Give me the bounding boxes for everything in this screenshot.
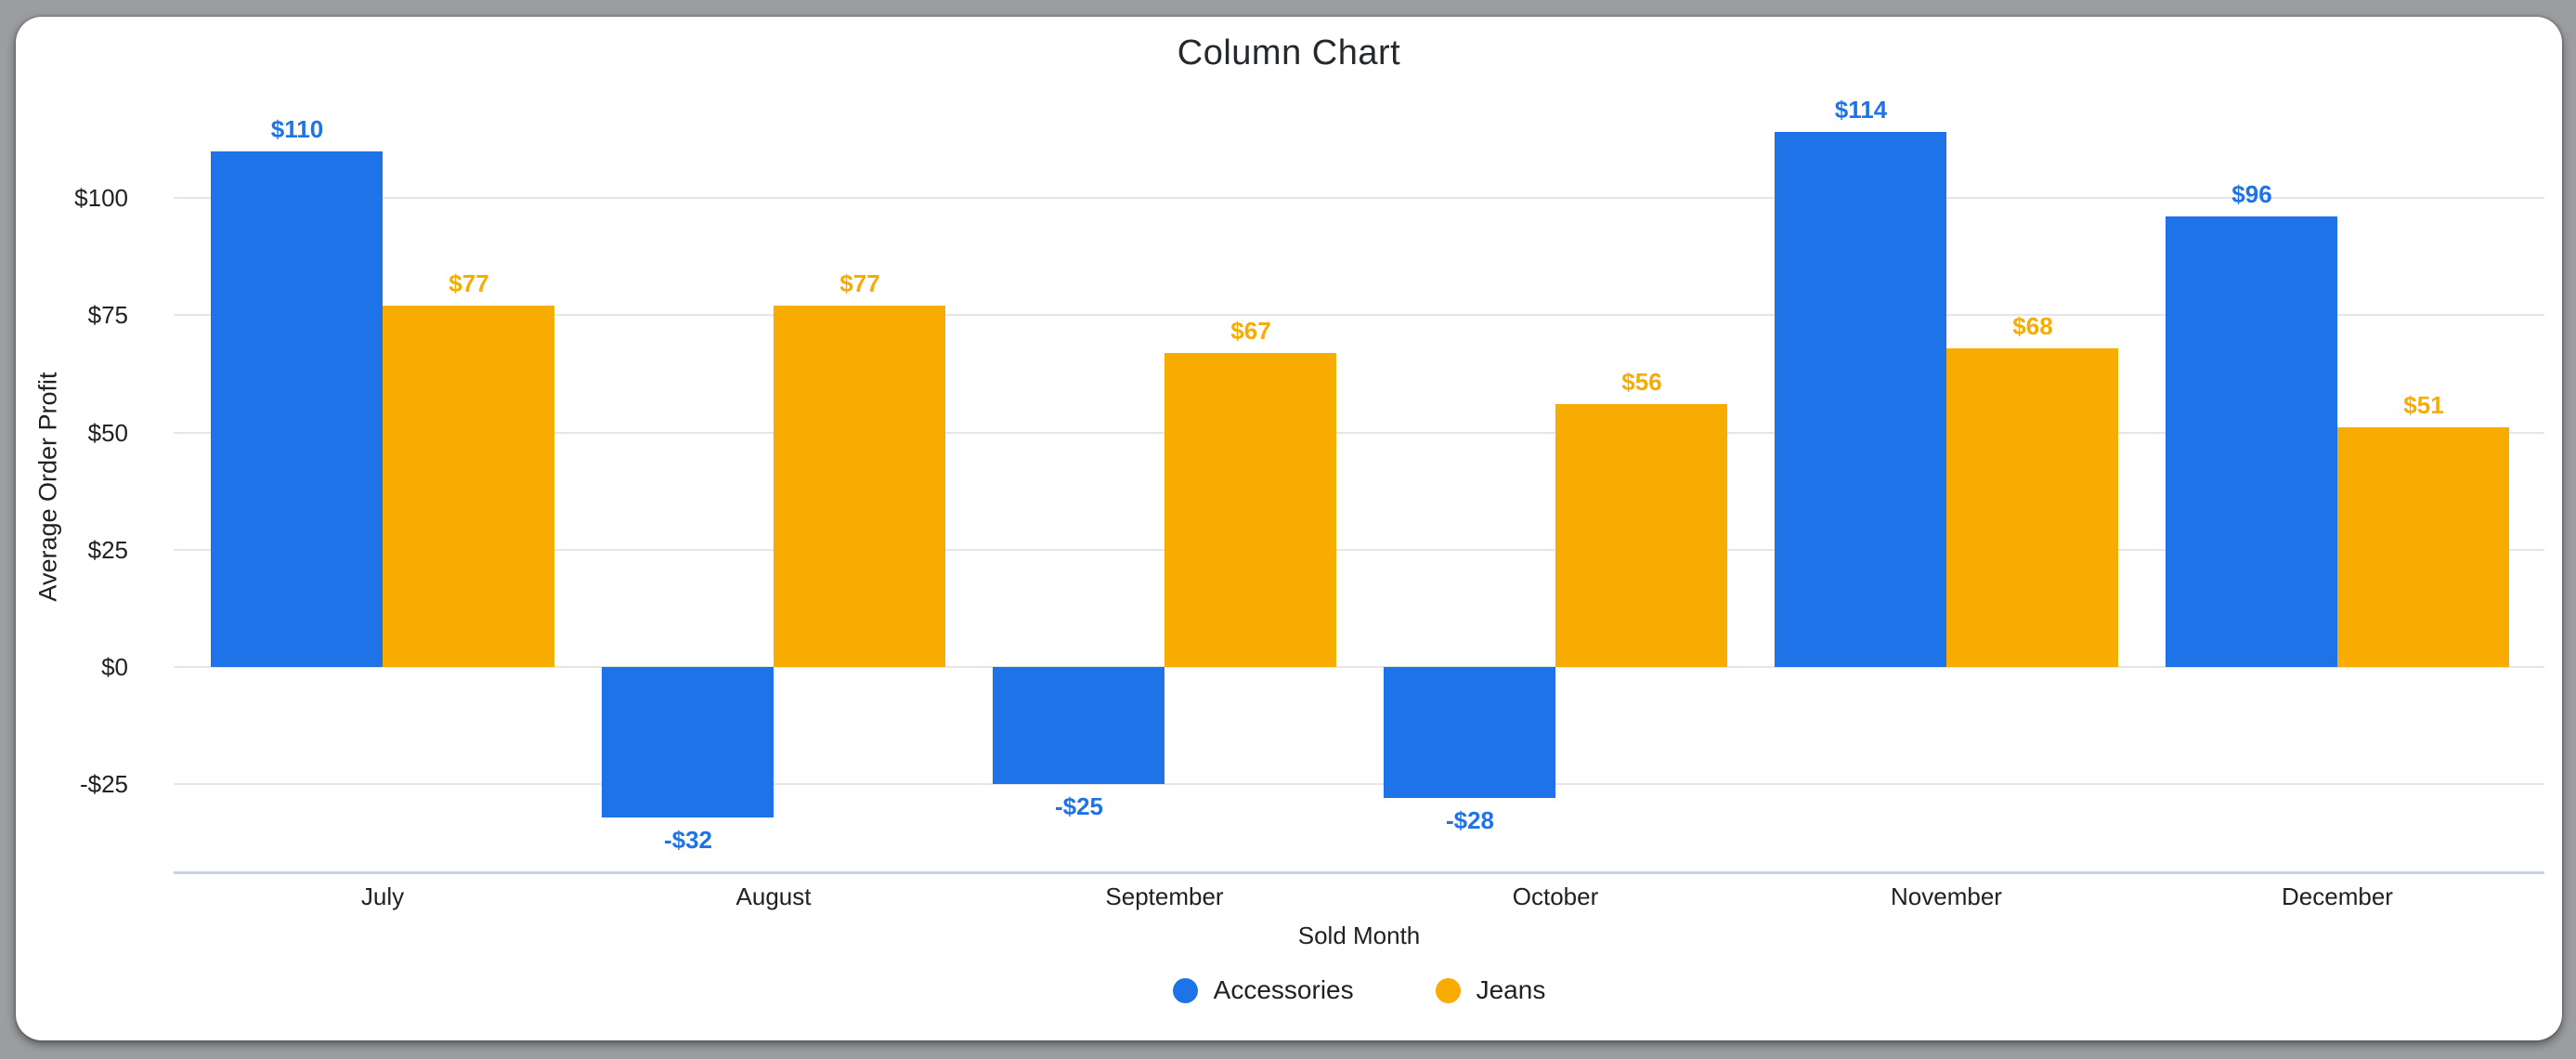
bar-value-label: -$32: [663, 825, 713, 854]
bar-jeans-november[interactable]: [1946, 347, 2118, 667]
x-category-label: October: [1512, 882, 1599, 910]
legend-item-jeans[interactable]: Jeans: [1435, 975, 1546, 1005]
x-axis-title: Sold Month: [1297, 922, 1421, 949]
bar-jeans-october[interactable]: [1555, 404, 1727, 667]
y-axis-title: Average Order Profit: [33, 372, 62, 602]
bar-value-label: $77: [839, 269, 880, 298]
bar-jeans-august[interactable]: [774, 306, 945, 667]
bar-accessories-august[interactable]: [602, 667, 774, 817]
x-category-label: September: [1105, 882, 1224, 910]
bar-value-label: $77: [449, 269, 489, 298]
bar-jeans-december[interactable]: [2337, 427, 2509, 667]
bar-jeans-september[interactable]: [1164, 352, 1336, 667]
legend-swatch-icon: [1172, 977, 1198, 1003]
legend-swatch-icon: [1435, 977, 1461, 1003]
bar-value-label: $51: [2403, 391, 2444, 420]
bar-value-label: -$25: [1054, 792, 1104, 821]
y-tick-label: -$25: [79, 770, 128, 799]
x-category-label: August: [735, 882, 812, 910]
gridline: [174, 197, 2544, 199]
bar-value-label: $114: [1834, 96, 1888, 124]
plot-area: $110 -$32 -$25 -$28 $114 $96 $77 $77 $67 $56 $68 $5…: [174, 93, 2544, 873]
bar-jeans-july[interactable]: [383, 306, 554, 667]
bar-accessories-december[interactable]: [2166, 216, 2337, 667]
gridline: [174, 783, 2544, 786]
bar-value-label: $56: [1621, 368, 1662, 397]
legend-label: Accessories: [1213, 975, 1354, 1004]
legend-label: Jeans: [1476, 975, 1546, 1004]
bar-accessories-september[interactable]: [993, 667, 1164, 785]
y-tick-label: $75: [87, 301, 128, 330]
y-tick-label: $0: [101, 653, 128, 681]
x-category-label: July: [360, 882, 405, 910]
gridline: [174, 548, 2544, 551]
x-category-label: November: [1891, 882, 2002, 910]
bar-value-label: $67: [1230, 316, 1271, 345]
bar-value-label: -$28: [1445, 806, 1495, 835]
legend: Accessories Jeans: [174, 975, 2544, 1005]
gridline: [174, 431, 2544, 434]
x-axis-line: [174, 871, 2544, 874]
chart-title: Column Chart: [1177, 33, 1401, 72]
bar-value-label: $68: [2012, 311, 2053, 340]
bar-value-label: $110: [270, 114, 324, 143]
gridline: [174, 314, 2544, 317]
bar-accessories-july[interactable]: [211, 150, 383, 667]
y-tick-label: $25: [87, 535, 128, 564]
y-tick-label: $50: [87, 418, 128, 447]
x-category-label: December: [2282, 882, 2393, 910]
bar-value-label: $96: [2231, 180, 2272, 209]
legend-item-accessories[interactable]: Accessories: [1172, 975, 1354, 1005]
bar-accessories-november[interactable]: [1775, 132, 1946, 667]
y-tick-label: $100: [74, 184, 128, 212]
gridline: [174, 666, 2544, 668]
bar-accessories-october[interactable]: [1384, 667, 1555, 799]
